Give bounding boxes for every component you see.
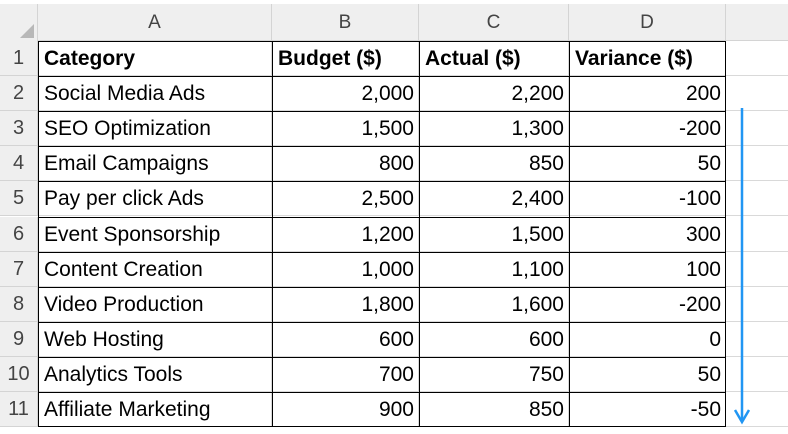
cell-category[interactable]: Pay per click Ads	[38, 181, 272, 216]
row-header[interactable]: 10	[0, 357, 38, 392]
cell-header-variance[interactable]: Variance ($)	[569, 41, 726, 76]
column-header-d[interactable]: D	[569, 4, 726, 41]
cell-budget[interactable]: 1,500	[272, 111, 419, 146]
cell-category[interactable]: Analytics Tools	[38, 357, 272, 392]
cell-variance[interactable]: -100	[569, 181, 726, 216]
cell-budget[interactable]: 800	[272, 146, 419, 181]
row-header[interactable]: 8	[0, 287, 38, 322]
cell-actual[interactable]: 1,100	[419, 252, 569, 287]
cell-category[interactable]: Email Campaigns	[38, 146, 272, 181]
cell-category[interactable]: SEO Optimization	[38, 111, 272, 146]
cell-budget[interactable]: 1,200	[272, 217, 419, 252]
cell-category[interactable]: Web Hosting	[38, 322, 272, 357]
row-header[interactable]: 5	[0, 181, 38, 216]
cell-category[interactable]: Affiliate Marketing	[38, 392, 272, 427]
cell-budget[interactable]: 2,000	[272, 76, 419, 111]
cell-variance[interactable]: 50	[569, 357, 726, 392]
cell-empty[interactable]	[726, 41, 788, 76]
cell-budget[interactable]: 1,000	[272, 252, 419, 287]
cell-variance[interactable]: -200	[569, 111, 726, 146]
cell-budget[interactable]: 700	[272, 357, 419, 392]
cell-variance[interactable]: 100	[569, 252, 726, 287]
cell-budget[interactable]: 900	[272, 392, 419, 427]
select-all-icon	[20, 24, 34, 38]
select-all-button[interactable]	[0, 4, 38, 41]
cell-actual[interactable]: 1,500	[419, 217, 569, 252]
row-header[interactable]: 7	[0, 252, 38, 287]
cell-actual[interactable]: 850	[419, 392, 569, 427]
cell-empty[interactable]	[726, 217, 788, 252]
cell-empty[interactable]	[726, 111, 788, 146]
cell-header-budget[interactable]: Budget ($)	[272, 41, 419, 76]
cell-variance[interactable]: -200	[569, 287, 726, 322]
cell-empty[interactable]	[726, 252, 788, 287]
cell-variance[interactable]: 300	[569, 217, 726, 252]
cell-header-actual[interactable]: Actual ($)	[419, 41, 569, 76]
cell-variance[interactable]: 200	[569, 76, 726, 111]
cell-header-category[interactable]: Category	[38, 41, 272, 76]
cell-category[interactable]: Event Sponsorship	[38, 217, 272, 252]
cell-budget[interactable]: 1,800	[272, 287, 419, 322]
cell-actual[interactable]: 750	[419, 357, 569, 392]
row-header[interactable]: 1	[0, 41, 38, 76]
cell-empty[interactable]	[726, 357, 788, 392]
row-header[interactable]: 3	[0, 111, 38, 146]
column-header-b[interactable]: B	[272, 4, 419, 41]
cell-variance[interactable]: -50	[569, 392, 726, 427]
cell-budget[interactable]: 2,500	[272, 181, 419, 216]
column-header-c[interactable]: C	[419, 4, 569, 41]
column-header-a[interactable]: A	[38, 4, 272, 41]
cell-category[interactable]: Content Creation	[38, 252, 272, 287]
column-header-row: A B C D	[0, 4, 788, 41]
arrow-down-icon	[733, 108, 751, 425]
cell-empty[interactable]	[726, 181, 788, 216]
cell-budget[interactable]: 600	[272, 322, 419, 357]
cell-variance[interactable]: 0	[569, 322, 726, 357]
cell-empty[interactable]	[726, 146, 788, 181]
cell-empty[interactable]	[726, 322, 788, 357]
cell-variance[interactable]: 50	[569, 146, 726, 181]
cell-actual[interactable]: 1,600	[419, 287, 569, 322]
cell-empty[interactable]	[726, 76, 788, 111]
row-header[interactable]: 4	[0, 146, 38, 181]
cell-actual[interactable]: 2,400	[419, 181, 569, 216]
cell-actual[interactable]: 2,200	[419, 76, 569, 111]
cell-empty[interactable]	[726, 287, 788, 322]
row-header[interactable]: 11	[0, 392, 38, 427]
cell-actual[interactable]: 600	[419, 322, 569, 357]
cell-category[interactable]: Social Media Ads	[38, 76, 272, 111]
row-header[interactable]: 2	[0, 76, 38, 111]
cell-actual[interactable]: 1,300	[419, 111, 569, 146]
cell-empty[interactable]	[726, 392, 788, 427]
row-header[interactable]: 9	[0, 322, 38, 357]
cell-category[interactable]: Video Production	[38, 287, 272, 322]
cell-actual[interactable]: 850	[419, 146, 569, 181]
row-header[interactable]: 6	[0, 217, 38, 252]
